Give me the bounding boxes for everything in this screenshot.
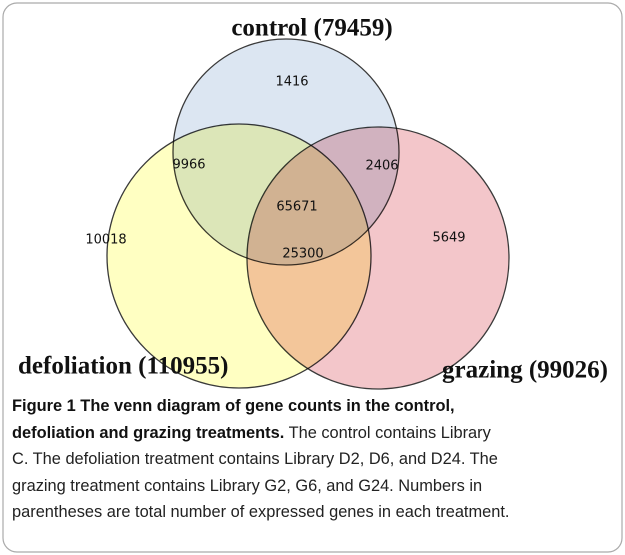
region-count: 5649 (432, 231, 465, 246)
caption-text: parentheses are total number of expresse… (12, 503, 510, 521)
set-label: control (79459) (231, 15, 392, 42)
caption-title: Figure 1 The venn diagram of gene counts… (12, 397, 455, 415)
caption-line: defoliation and grazing treatments. The … (12, 420, 509, 447)
region-count: 65671 (276, 200, 317, 215)
circles (106, 38, 510, 390)
caption-text: The control contains Library (288, 423, 491, 442)
region-count: 25300 (282, 247, 323, 262)
caption-line: C. The defoliation treatment contains Li… (12, 446, 509, 473)
region-count: 2406 (365, 159, 398, 174)
region-count: 1416 (275, 75, 308, 90)
caption-text: C. The defoliation treatment contains Li… (12, 450, 498, 468)
grazing-circle (246, 126, 510, 390)
set-label: defoliation (110955) (18, 353, 228, 380)
region-count: 10018 (85, 233, 126, 248)
caption-line: parentheses are total number of expresse… (12, 499, 509, 526)
caption-line: grazing treatment contains Library G2, G… (12, 473, 509, 500)
caption-text: grazing treatment contains Library G2, G… (12, 476, 483, 495)
region-count: 9966 (172, 158, 205, 173)
caption-line: Figure 1 The venn diagram of gene counts… (12, 393, 509, 420)
caption-title: defoliation and grazing treatments. (12, 423, 285, 442)
set-label: grazing (99026) (442, 357, 608, 384)
caption: Figure 1 The venn diagram of gene counts… (12, 393, 509, 526)
